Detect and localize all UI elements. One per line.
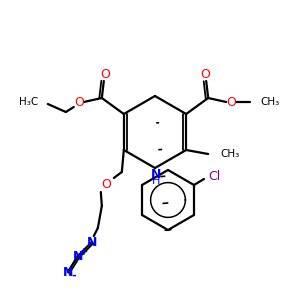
Text: N: N [73,250,83,262]
Text: +: + [80,247,88,257]
Text: H₃C: H₃C [19,97,38,107]
Text: O: O [200,68,210,80]
Text: N: N [87,236,97,248]
Text: H: H [152,176,160,186]
Text: Cl: Cl [208,170,220,184]
Text: CH₃: CH₃ [260,97,279,107]
Text: N: N [151,167,161,181]
Text: N: N [63,266,73,278]
Text: CH₃: CH₃ [220,149,239,159]
Text: O: O [100,68,110,80]
Text: O: O [226,95,236,109]
Text: -: - [71,271,76,281]
Text: O: O [74,95,84,109]
Text: O: O [101,178,111,190]
